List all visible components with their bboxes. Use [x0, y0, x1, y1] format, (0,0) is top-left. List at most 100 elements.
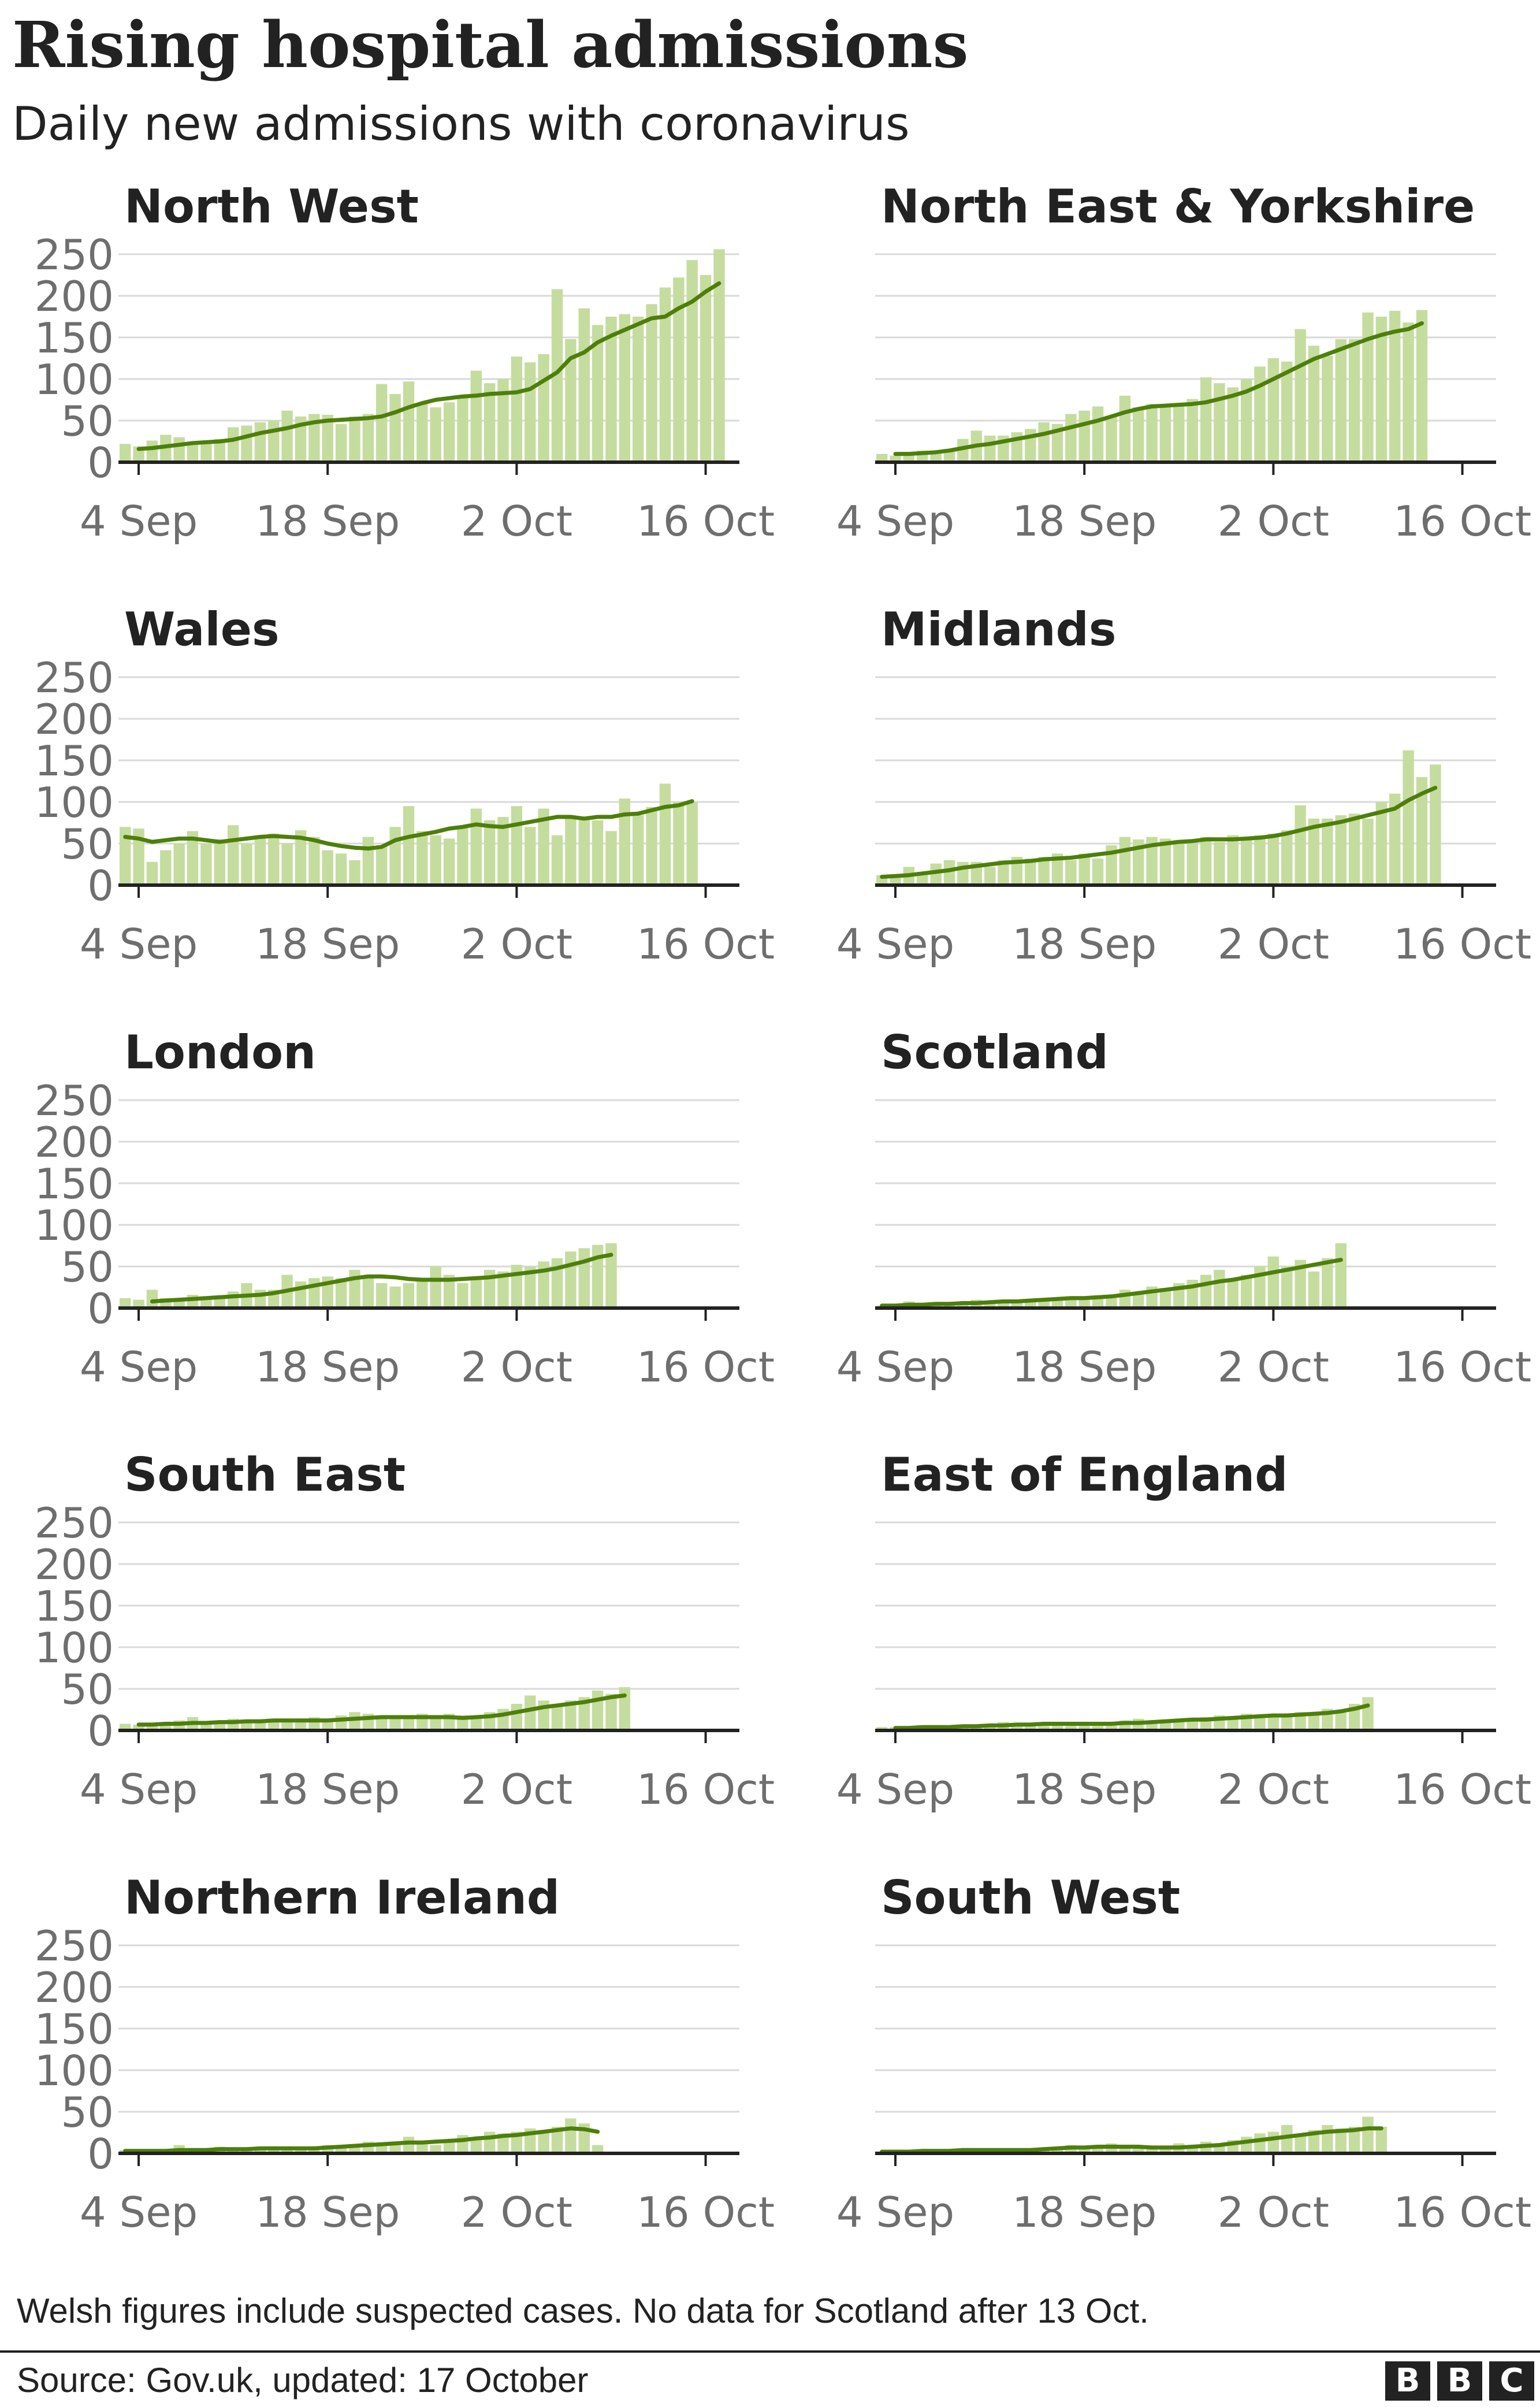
bar	[457, 395, 468, 462]
bar	[362, 837, 374, 885]
bar	[376, 845, 388, 885]
bar	[1375, 2126, 1388, 2153]
panel-title: Scotland	[881, 1026, 1108, 1079]
x-tick-label: 4 Sep	[836, 1765, 954, 1814]
bar	[160, 850, 172, 885]
x-tick-label: 18 Sep	[1012, 1343, 1156, 1391]
bar	[592, 2145, 604, 2153]
average-line	[136, 1693, 627, 1727]
bar	[1186, 842, 1198, 885]
bar	[241, 844, 252, 885]
bar	[1159, 838, 1171, 885]
bar	[943, 1303, 955, 1308]
y-tick-label: 250	[35, 653, 114, 702]
bar	[1173, 844, 1185, 885]
bar	[416, 2143, 428, 2153]
bar	[525, 1266, 536, 1308]
bar	[984, 867, 996, 885]
y-tick-label: 250	[35, 1922, 114, 1970]
bar	[295, 830, 307, 885]
bar	[214, 439, 225, 462]
bar	[268, 1720, 280, 1730]
bar	[1092, 406, 1104, 462]
bar	[430, 2145, 441, 2153]
bar	[646, 304, 657, 462]
bar	[592, 820, 604, 885]
bar	[1051, 853, 1063, 885]
bar	[403, 806, 415, 885]
bar	[1159, 404, 1171, 462]
bar	[484, 820, 496, 885]
average-line	[880, 786, 1438, 879]
x-tick-label: 2 Oct	[461, 1765, 572, 1814]
bar	[200, 844, 212, 885]
bar	[1267, 833, 1279, 885]
bar	[1241, 838, 1252, 885]
y-tick-label: 200	[35, 1540, 114, 1589]
bar	[998, 1303, 1009, 1308]
bar	[1011, 1301, 1023, 1308]
bar	[686, 260, 698, 462]
bar	[146, 1290, 158, 1308]
bar	[538, 354, 549, 462]
bar	[430, 1266, 441, 1308]
bar	[1375, 317, 1388, 462]
bar	[1335, 2128, 1346, 2153]
bar	[1254, 2133, 1266, 2153]
bar	[376, 1283, 388, 1308]
bar	[457, 827, 468, 885]
y-tick-label: 100	[35, 1201, 114, 1250]
bar	[1389, 310, 1401, 462]
bar	[1322, 1258, 1333, 1308]
bar	[349, 416, 360, 462]
bar	[1267, 2131, 1279, 2153]
bar-series	[876, 750, 1441, 885]
bar	[376, 384, 388, 462]
bar	[1227, 835, 1238, 885]
bar	[700, 275, 712, 462]
bar	[1214, 383, 1225, 462]
bar	[957, 1303, 969, 1308]
bar	[1362, 312, 1374, 462]
bar	[1119, 395, 1131, 462]
bar	[416, 404, 428, 462]
bar	[403, 381, 415, 462]
bar	[592, 1245, 604, 1308]
bar	[403, 1283, 415, 1308]
y-tick-label: 100	[35, 1624, 114, 1672]
y-tick-label: 100	[35, 355, 114, 404]
y-tick-label: 150	[35, 314, 114, 362]
x-tick-label: 2 Oct	[461, 920, 572, 968]
bar	[1335, 339, 1346, 462]
bar	[268, 421, 280, 462]
bar	[308, 837, 320, 885]
bar	[605, 317, 617, 462]
logo-letter-c: C	[1489, 2361, 1534, 2401]
bar	[1308, 1714, 1320, 1730]
bar	[1159, 2146, 1171, 2153]
x-tick-label: 16 Oct	[1393, 920, 1531, 968]
bar	[592, 325, 604, 462]
bar	[1214, 1269, 1225, 1308]
bar	[551, 2126, 563, 2153]
panel-title: Northern Ireland	[124, 1871, 560, 1925]
bar	[443, 2140, 455, 2153]
bar	[1078, 1299, 1090, 1308]
bar-series	[876, 1243, 1346, 1308]
y-tick-label: 250	[35, 1076, 114, 1125]
bar	[173, 844, 185, 885]
x-tick-label: 2 Oct	[1218, 920, 1329, 968]
bar	[470, 1278, 482, 1308]
bar	[673, 802, 685, 885]
bar	[565, 2118, 576, 2153]
bar	[1092, 2146, 1104, 2153]
bar	[349, 1269, 360, 1308]
bar	[1038, 857, 1050, 885]
bar	[1308, 1271, 1320, 1308]
bar	[1281, 1266, 1293, 1308]
panel-title: East of England	[881, 1448, 1288, 1502]
bar	[1389, 793, 1401, 885]
bar	[389, 2145, 401, 2153]
bar	[1267, 1715, 1279, 1730]
x-tick-label: 18 Sep	[1012, 920, 1156, 968]
